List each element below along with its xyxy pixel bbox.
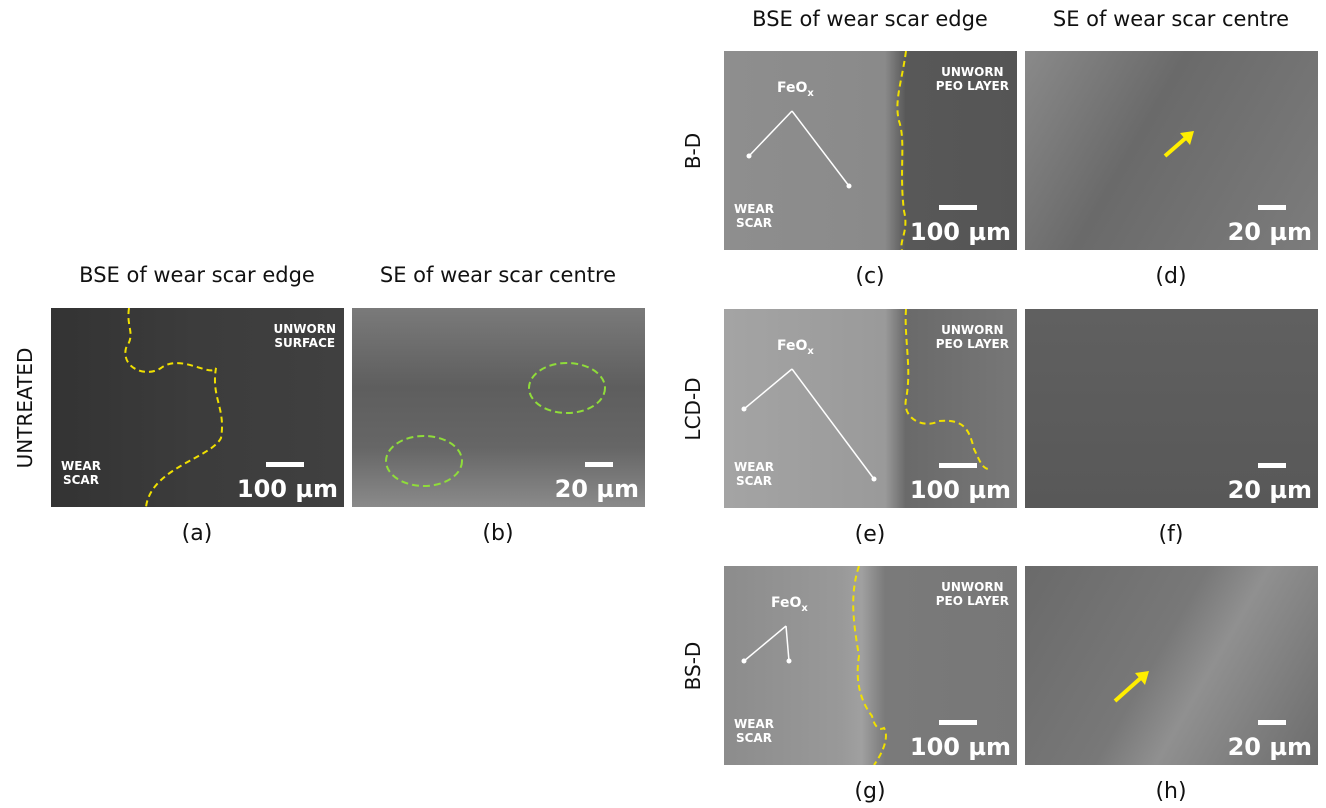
- panel-caption: (h): [1141, 779, 1201, 804]
- scale-bar-label: 20 µm: [1228, 218, 1312, 246]
- feox-subscript: x: [807, 346, 813, 357]
- feox-text: FeO: [777, 338, 807, 354]
- decoration: [872, 477, 877, 482]
- micrograph: 20 µm: [1025, 51, 1318, 250]
- wear-line: WEAR: [734, 202, 774, 216]
- scale-bar-label: 100 µm: [910, 218, 1011, 246]
- scale-bar-line: [1258, 205, 1286, 210]
- wear-line: SCAR: [734, 731, 774, 745]
- panel-caption: (f): [1141, 522, 1201, 547]
- panel-caption: (a): [167, 521, 227, 546]
- scale-bar-label: 20 µm: [1228, 733, 1312, 761]
- decoration: [747, 154, 752, 159]
- wear-line: SCAR: [734, 474, 774, 488]
- micrograph: 20 µm: [352, 308, 645, 507]
- column-header: BSE of wear scar edge: [47, 263, 347, 287]
- decoration: [386, 436, 462, 486]
- panel-caption: (g): [840, 779, 900, 804]
- unworn-line: UNWORN: [936, 65, 1009, 79]
- decoration: [847, 184, 852, 189]
- unworn-line: UNWORN: [273, 322, 336, 336]
- decoration: [125, 308, 222, 507]
- column-header: SE of wear scar centre: [1021, 7, 1321, 31]
- unworn-line: SURFACE: [273, 336, 336, 350]
- wear-line: WEAR: [734, 460, 774, 474]
- scale-bar-label: 100 µm: [910, 476, 1011, 504]
- decoration: [897, 51, 906, 250]
- decoration: [792, 369, 874, 479]
- panel-caption: (c): [840, 264, 900, 289]
- scale-bar-label: 20 µm: [1228, 476, 1312, 504]
- panel-caption: (e): [840, 522, 900, 547]
- decoration: [742, 407, 747, 412]
- panel-caption: (d): [1141, 264, 1201, 289]
- decoration: [749, 111, 792, 156]
- decoration: [744, 369, 792, 409]
- scale-bar-label: 100 µm: [237, 475, 338, 503]
- feox-text: FeO: [777, 80, 807, 96]
- scale-bar-label: 100 µm: [910, 733, 1011, 761]
- micrograph: 20 µm: [1025, 309, 1318, 508]
- feox-subscript: x: [801, 603, 807, 614]
- row-label: LCD-D: [681, 377, 705, 440]
- wear-line: SCAR: [734, 216, 774, 230]
- row-label: B-D: [681, 133, 705, 169]
- scale-bar-line: [585, 462, 613, 467]
- decoration: [786, 626, 789, 661]
- decoration: [1115, 676, 1143, 701]
- decoration: [1165, 136, 1188, 156]
- micrograph: 20 µm: [1025, 566, 1318, 765]
- wear-line: WEAR: [734, 717, 774, 731]
- scale-bar-line: [266, 462, 304, 467]
- feox-label: FeOx: [777, 81, 814, 101]
- decoration: [744, 626, 786, 661]
- feox-label: FeOx: [771, 596, 808, 616]
- wear-line: SCAR: [61, 473, 101, 487]
- scale-bar-line: [1258, 463, 1286, 468]
- decoration: [529, 363, 605, 413]
- feox-text: FeO: [771, 595, 801, 611]
- scale-bar-label: 20 µm: [555, 475, 639, 503]
- scale-bar-line: [939, 205, 977, 210]
- unworn-line: UNWORN: [936, 323, 1009, 337]
- row-label: BS-D: [681, 642, 705, 691]
- scale-bar-line: [1258, 720, 1286, 725]
- figure: (() => { const data = JSON.parse(documen…: [0, 0, 1326, 808]
- unworn-line: UNWORN: [936, 580, 1009, 594]
- row-label: UNTREATED: [13, 348, 37, 469]
- decoration: [787, 659, 792, 664]
- unworn-line: PEO LAYER: [936, 594, 1009, 608]
- scale-bar-line: [939, 463, 977, 468]
- column-header: BSE of wear scar edge: [720, 7, 1020, 31]
- wear-line: WEAR: [61, 459, 101, 473]
- decoration: [853, 566, 886, 765]
- panel-caption: (b): [468, 521, 528, 546]
- feox-label: FeOx: [777, 339, 814, 359]
- decoration: [792, 111, 849, 186]
- feox-subscript: x: [807, 88, 813, 99]
- unworn-line: PEO LAYER: [936, 79, 1009, 93]
- decoration: [742, 659, 747, 664]
- column-header: SE of wear scar centre: [348, 263, 648, 287]
- scale-bar-line: [939, 720, 977, 725]
- unworn-line: PEO LAYER: [936, 337, 1009, 351]
